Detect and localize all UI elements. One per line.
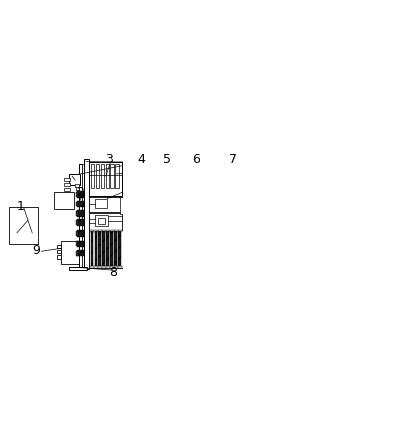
Bar [77, 250, 84, 257]
Bar [57, 255, 61, 259]
Bar [102, 230, 105, 232]
Text: 5: 5 [163, 153, 171, 166]
Bar [110, 164, 113, 188]
Bar [64, 183, 70, 186]
Bar [79, 164, 82, 268]
Bar [76, 231, 78, 236]
Bar [100, 164, 104, 188]
Bar [77, 192, 84, 198]
Bar [114, 231, 117, 266]
Bar [98, 231, 101, 266]
Text: 8: 8 [109, 266, 117, 279]
Bar [94, 230, 97, 232]
Bar [57, 245, 61, 248]
Bar [64, 188, 70, 191]
Bar [77, 201, 84, 207]
Text: 6: 6 [192, 153, 200, 166]
Bar [110, 230, 113, 232]
Bar [77, 210, 84, 217]
Bar [89, 197, 122, 212]
Bar [76, 201, 78, 206]
Bar [110, 231, 113, 266]
Bar [54, 192, 73, 209]
Bar [97, 218, 105, 224]
Bar [106, 230, 109, 232]
Bar [76, 220, 78, 225]
Bar [89, 213, 122, 230]
Bar [76, 211, 78, 216]
Bar [75, 184, 79, 187]
Text: 7: 7 [229, 153, 237, 166]
Bar [118, 266, 121, 268]
Bar [9, 207, 38, 244]
Bar [94, 215, 108, 226]
Bar [77, 219, 84, 226]
Bar [89, 230, 122, 268]
Bar [95, 164, 99, 188]
Bar [94, 266, 97, 268]
Bar [90, 231, 93, 266]
Bar [115, 164, 118, 188]
Text: 9: 9 [32, 244, 40, 257]
Bar [95, 199, 107, 208]
Text: 3: 3 [105, 153, 113, 166]
Bar [64, 178, 70, 181]
Bar [77, 240, 84, 247]
Bar [105, 164, 109, 188]
Bar [119, 197, 122, 214]
Bar [61, 241, 86, 265]
Bar [91, 164, 94, 188]
Bar [98, 230, 101, 232]
Bar [98, 266, 101, 268]
Bar [118, 230, 121, 232]
Text: 1: 1 [17, 200, 25, 213]
Bar [69, 174, 79, 185]
Bar [90, 266, 93, 268]
Bar [76, 187, 78, 190]
Bar [102, 266, 105, 268]
Bar [114, 266, 117, 268]
Bar [76, 192, 78, 197]
Bar [77, 230, 84, 237]
Bar [89, 162, 122, 196]
Bar [57, 250, 61, 254]
Text: 4: 4 [137, 153, 145, 166]
Bar [106, 266, 109, 268]
Bar [69, 267, 87, 270]
Bar [106, 231, 109, 266]
Bar [110, 266, 113, 268]
Text: 2: 2 [76, 186, 84, 199]
Bar [102, 231, 105, 266]
Bar [76, 241, 78, 246]
Bar [114, 230, 117, 232]
Bar [94, 231, 97, 266]
Bar [76, 251, 78, 256]
Bar [90, 230, 93, 232]
Bar [118, 231, 121, 266]
Bar [84, 159, 89, 269]
Bar [82, 164, 83, 268]
